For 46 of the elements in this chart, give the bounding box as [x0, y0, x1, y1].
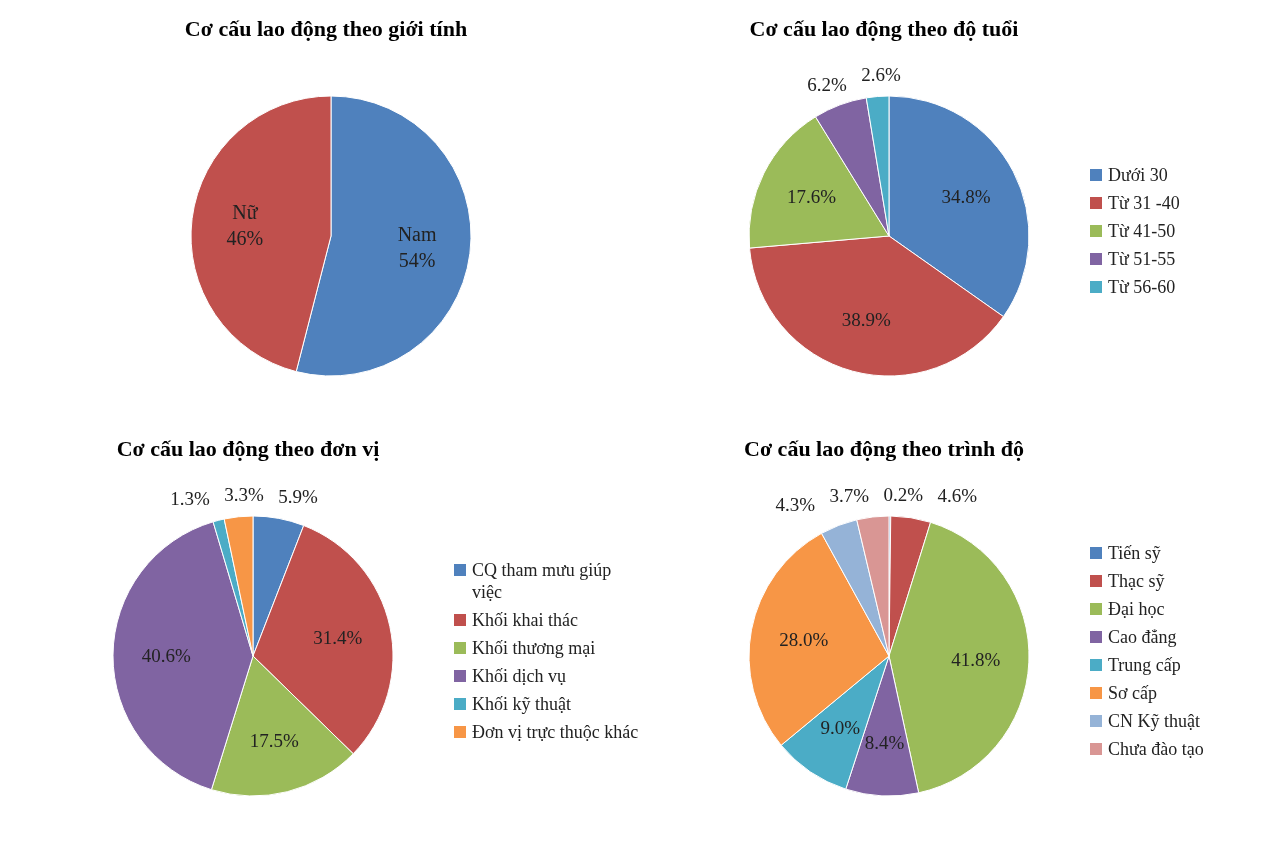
- legend-label: Từ 56-60: [1108, 276, 1176, 298]
- legend-label: CN Kỹ thuật: [1108, 710, 1200, 732]
- data-label: 8.4%: [864, 732, 905, 754]
- chart-title: Cơ cấu lao động theo trình độ: [743, 436, 1025, 461]
- data-label: 17.5%: [249, 729, 300, 751]
- slice-label: Nam: [397, 222, 437, 245]
- legend-label: Từ 41-50: [1108, 220, 1176, 242]
- data-label: 38.9%: [841, 309, 892, 331]
- data-label: 6.2%: [807, 73, 847, 95]
- data-label: 1.3%: [170, 488, 211, 510]
- data-label: 4.3%: [775, 494, 816, 516]
- chart-title: Cơ cấu lao động theo đơn vị: [115, 436, 381, 461]
- chart-title: Cơ cấu lao động theo độ tuổi: [748, 16, 1020, 41]
- data-label: 2.6%: [861, 64, 901, 86]
- legend-label: Dưới 30: [1108, 164, 1168, 186]
- legend-label: Cao đẳng: [1108, 626, 1177, 648]
- legend-label: Từ 51-55: [1108, 248, 1176, 270]
- legend-label: Sơ cấp: [1108, 682, 1158, 704]
- data-label: 4.6%: [937, 485, 978, 507]
- legend-label: Khối thương mại: [472, 637, 596, 659]
- data-label: 3.3%: [224, 484, 265, 506]
- legend-label: Đại học: [1108, 598, 1165, 620]
- data-label: 41.8%: [951, 649, 1001, 671]
- legend-label: Khối khai thác: [472, 609, 578, 631]
- legend-label: CQ tham mưu giúp việc: [472, 559, 613, 603]
- data-label: 54%: [398, 248, 436, 271]
- data-label: 34.8%: [941, 185, 991, 207]
- data-label: 5.9%: [278, 486, 319, 508]
- data-label: 3.7%: [829, 484, 870, 506]
- data-label: 17.6%: [786, 186, 837, 208]
- legend-label: Khối kỹ thuật: [472, 693, 571, 715]
- legend-label: Từ 31 -40: [1108, 192, 1180, 214]
- legend-label: Tiến sỹ: [1108, 542, 1161, 564]
- slice-label: Nữ: [232, 201, 259, 224]
- legend-label: Chưa đào tạo: [1108, 738, 1204, 760]
- legend-label: Thạc sỹ: [1108, 570, 1165, 592]
- data-label: 9.0%: [820, 717, 861, 739]
- legend-label: Trung cấp: [1108, 654, 1181, 676]
- chart-title: Cơ cấu lao động theo giới tính: [183, 16, 469, 41]
- data-label: 31.4%: [313, 627, 363, 649]
- legend-label: Khối dịch vụ: [472, 665, 566, 687]
- legend-label: Đơn vị trực thuộc khác: [472, 721, 639, 743]
- data-label: 0.2%: [883, 483, 924, 505]
- data-label: 40.6%: [141, 644, 191, 666]
- data-label: 28.0%: [779, 629, 829, 651]
- data-label: 46%: [226, 227, 264, 250]
